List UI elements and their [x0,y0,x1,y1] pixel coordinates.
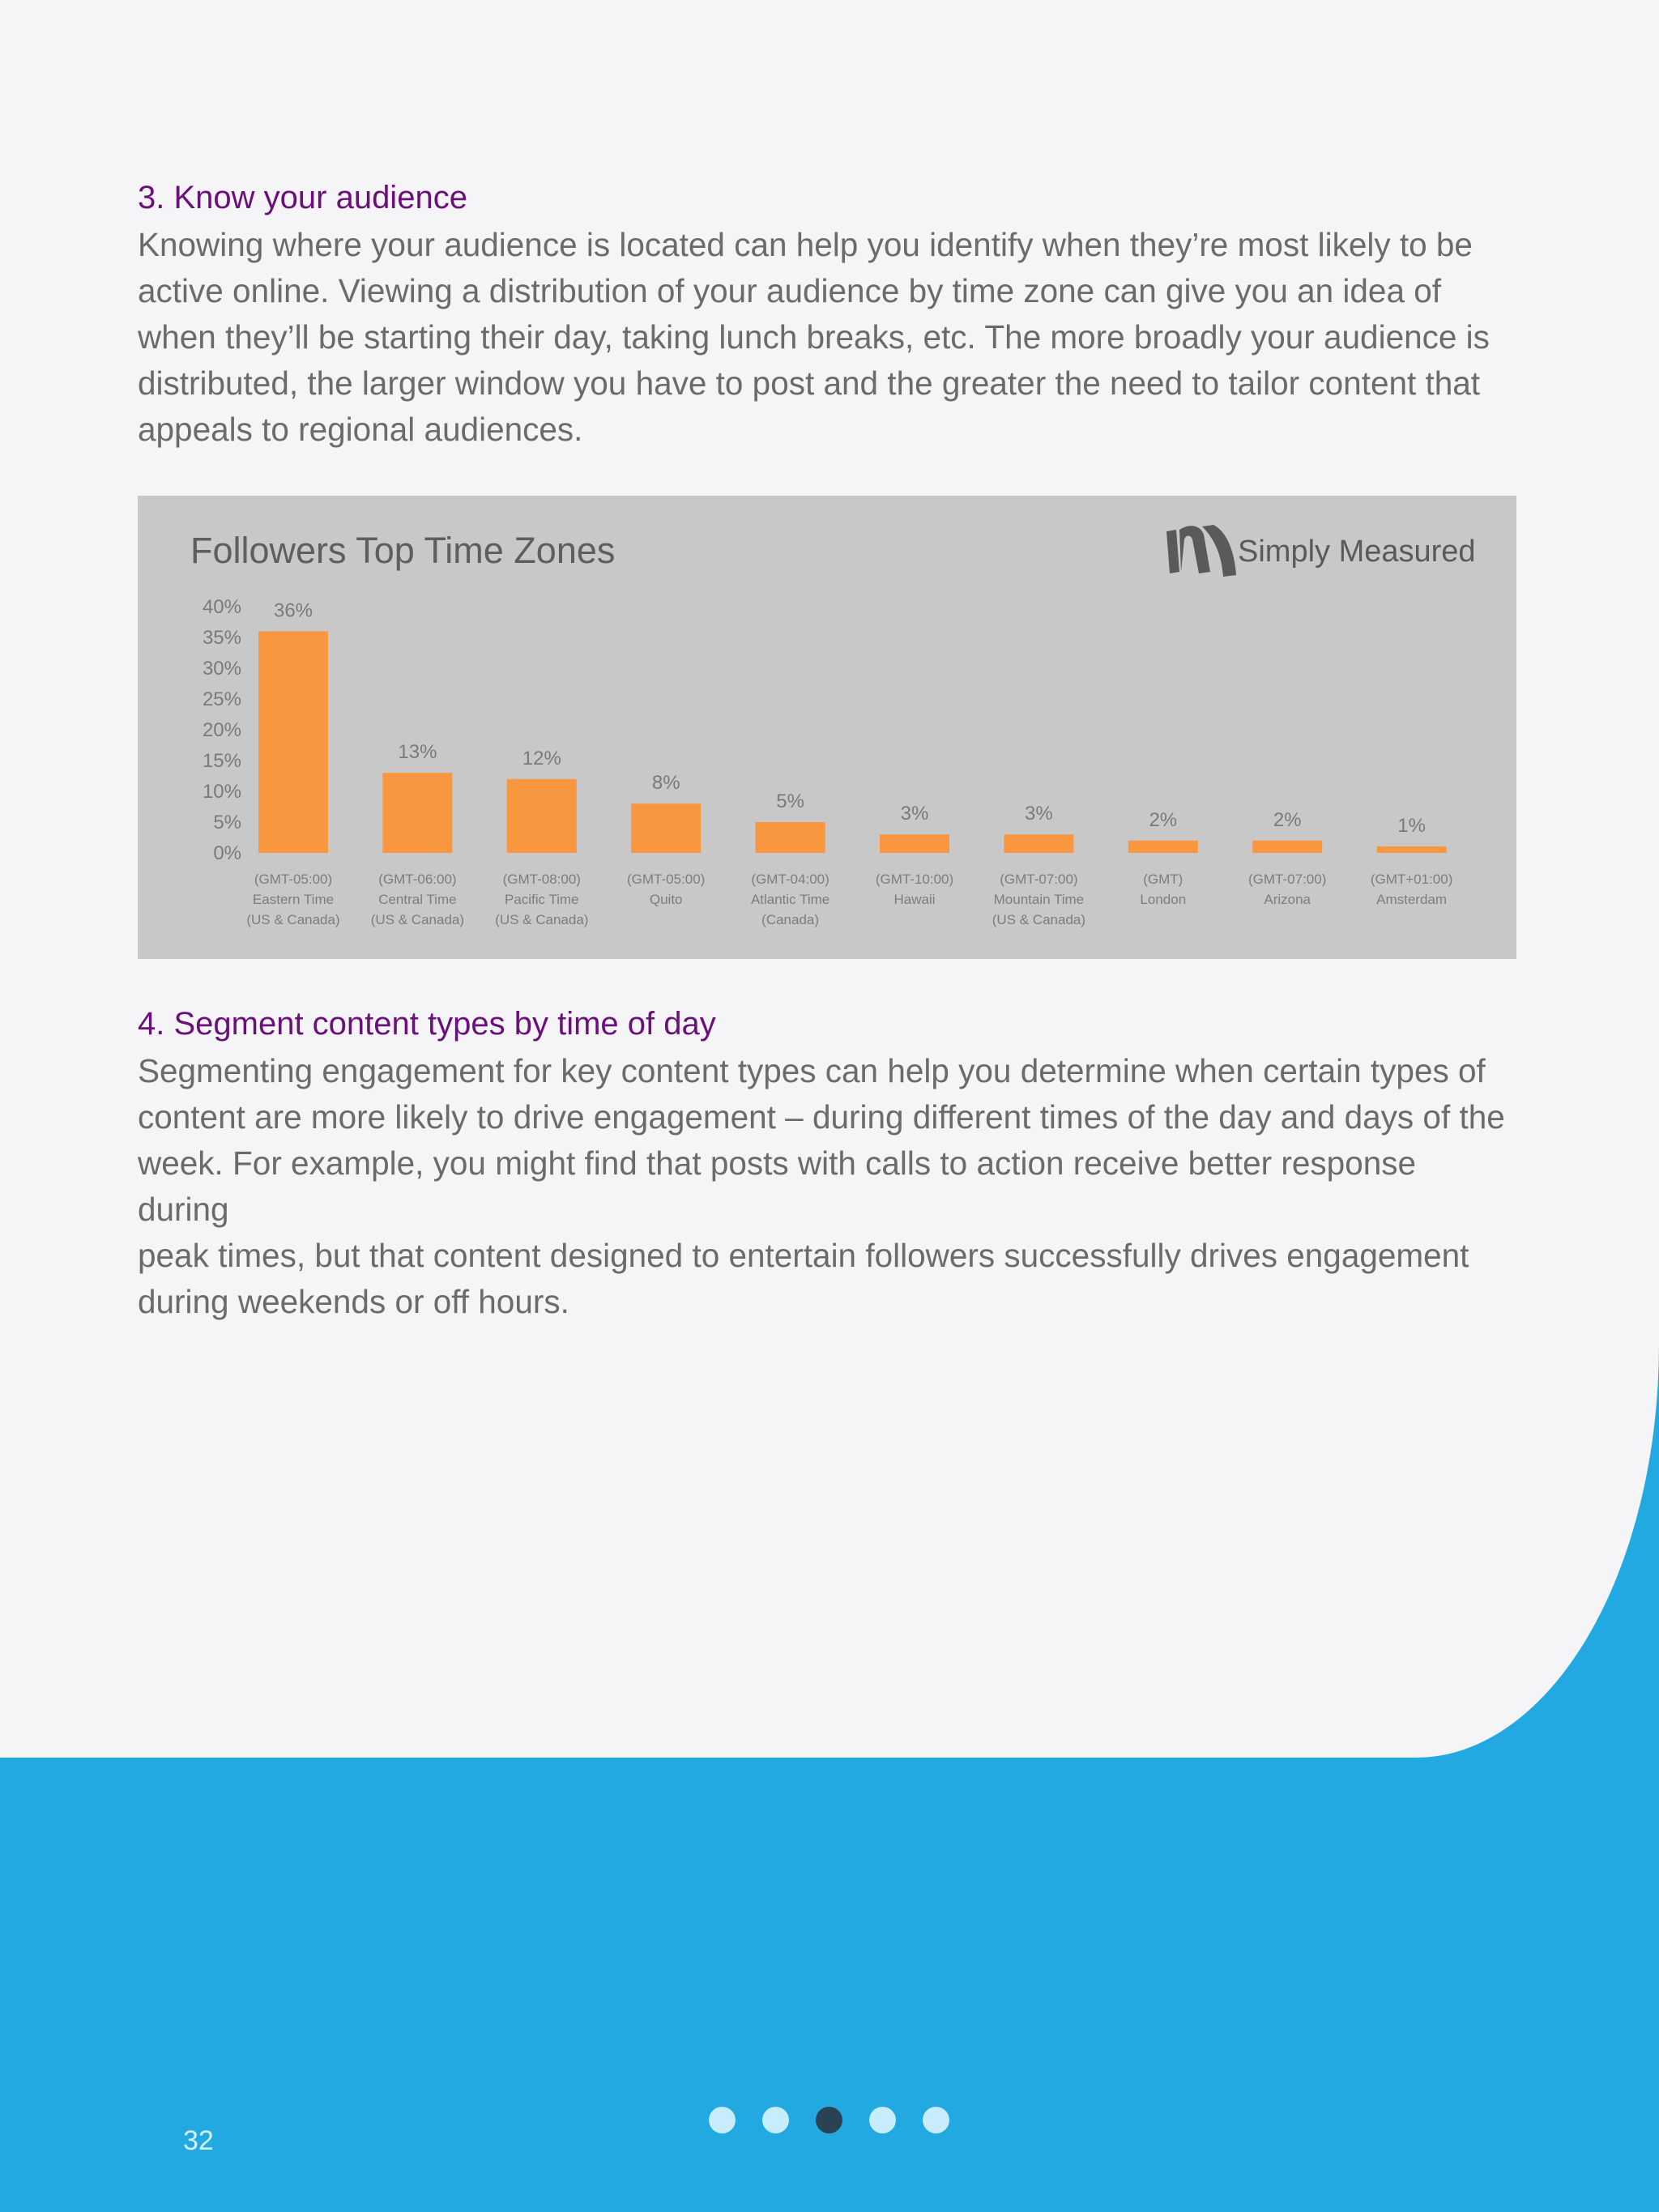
simply-measured-logo-icon [1166,525,1236,577]
section-3-line: appeals to regional audiences. [138,411,583,448]
x-tick-label: Eastern Time [253,892,334,907]
bar-value-label: 3% [901,803,929,825]
x-tick-label: (US & Canada) [992,912,1085,927]
bar-value-label: 36% [274,599,313,621]
bar [506,778,577,853]
bar [880,834,949,853]
x-tick-label: (US & Canada) [495,912,588,927]
y-tick-label: 20% [203,719,241,741]
page-dot-active[interactable] [816,2107,842,2133]
x-tick-label: Arizona [1264,892,1311,907]
x-tick-label: (GMT-05:00) [627,872,705,887]
bar [258,631,328,853]
x-tick-label: Mountain Time [994,892,1085,907]
bar-chart: 0% 5% 10% 15% 20% 25% 30% 35% 40% 36% (GMT-05:00) E… [203,596,1453,927]
bar-value-label: 2% [1149,809,1177,831]
y-tick-label: 25% [203,688,241,710]
section-4-line: content are more likely to drive engagem… [138,1098,1505,1136]
section-4-line: week. For example, you might find that p… [138,1144,1417,1228]
y-tick-label: 10% [203,781,241,803]
brand: Simply Measured [1165,520,1489,585]
x-tick-label: (US & Canada) [371,912,464,927]
x-tick-label: (GMT-04:00) [751,872,829,887]
page-dot[interactable] [762,2107,789,2133]
y-tick-label: 35% [203,627,241,649]
section-4-body: Segmenting engagement for key content ty… [138,1048,1515,1325]
bar [631,803,702,853]
x-tick-label: London [1140,892,1186,907]
footer-band [0,1758,1659,2212]
section-4-line: Segmenting engagement for key content ty… [138,1052,1486,1089]
section-3-line: when they’ll be starting their day, taki… [138,318,1490,356]
x-tick-label: (GMT+01:00) [1371,872,1453,887]
x-tick-label: (GMT-08:00) [503,872,581,887]
section-3-line: Knowing where your audience is located c… [138,226,1473,263]
x-tick-label: (Canada) [761,912,819,927]
section-4-line: during weekends or off hours. [138,1283,569,1320]
bar [382,773,453,853]
bar [1004,834,1074,853]
bar-value-label: 13% [398,741,437,763]
x-tick-label: (GMT-06:00) [378,872,456,887]
page-dot[interactable] [869,2107,896,2133]
bar-value-label: 2% [1273,809,1302,831]
bar-value-label: 3% [1025,803,1053,825]
x-tick-label: (GMT-07:00) [1000,872,1077,887]
x-tick-label: (US & Canada) [246,912,339,927]
bar [1252,840,1323,853]
x-tick-label: (GMT-10:00) [876,872,953,887]
section-4-line: peak times, but that content designed to… [138,1237,1469,1274]
y-tick-label: 40% [203,596,241,618]
x-tick-label: (GMT-05:00) [254,872,332,887]
page-number: 32 [183,2125,214,2156]
chart-panel: Followers Top Time Zones Simply Measured… [138,496,1516,959]
page-indicator [0,2107,1659,2136]
x-tick-label: Pacific Time [505,892,579,907]
page-dot[interactable] [709,2107,736,2133]
x-tick-label: (GMT-07:00) [1248,872,1326,887]
y-tick-label: 0% [213,842,241,864]
bar [755,822,825,853]
section-3-heading: 3. Know your audience [138,180,467,215]
x-tick-label: (GMT) [1143,872,1183,887]
y-tick-label: 5% [213,812,241,833]
bar [1376,846,1447,853]
section-4-heading: 4. Segment content types by time of day [138,1006,716,1042]
y-tick-label: 15% [203,750,241,772]
x-tick-label: Quito [650,892,683,907]
section-3-body: Knowing where your audience is located c… [138,222,1515,453]
x-tick-label: Central Time [378,892,456,907]
chart-title: Followers Top Time Zones [190,530,616,571]
bar-value-label: 12% [522,748,561,769]
bar [1128,840,1198,853]
section-3-line: active online. Viewing a distribution of… [138,272,1442,309]
x-tick-label: Amsterdam [1376,892,1447,907]
bar-value-label: 1% [1397,815,1426,837]
y-tick-label: 30% [203,658,241,680]
x-tick-label: Hawaii [893,892,935,907]
brand-name: Simply Measured [1238,535,1476,569]
bar-value-label: 8% [652,772,680,794]
x-tick-label: Atlantic Time [751,892,830,907]
page-dot[interactable] [923,2107,949,2133]
bar-value-label: 5% [776,791,804,812]
section-3-line: distributed, the larger window you have … [138,364,1481,402]
